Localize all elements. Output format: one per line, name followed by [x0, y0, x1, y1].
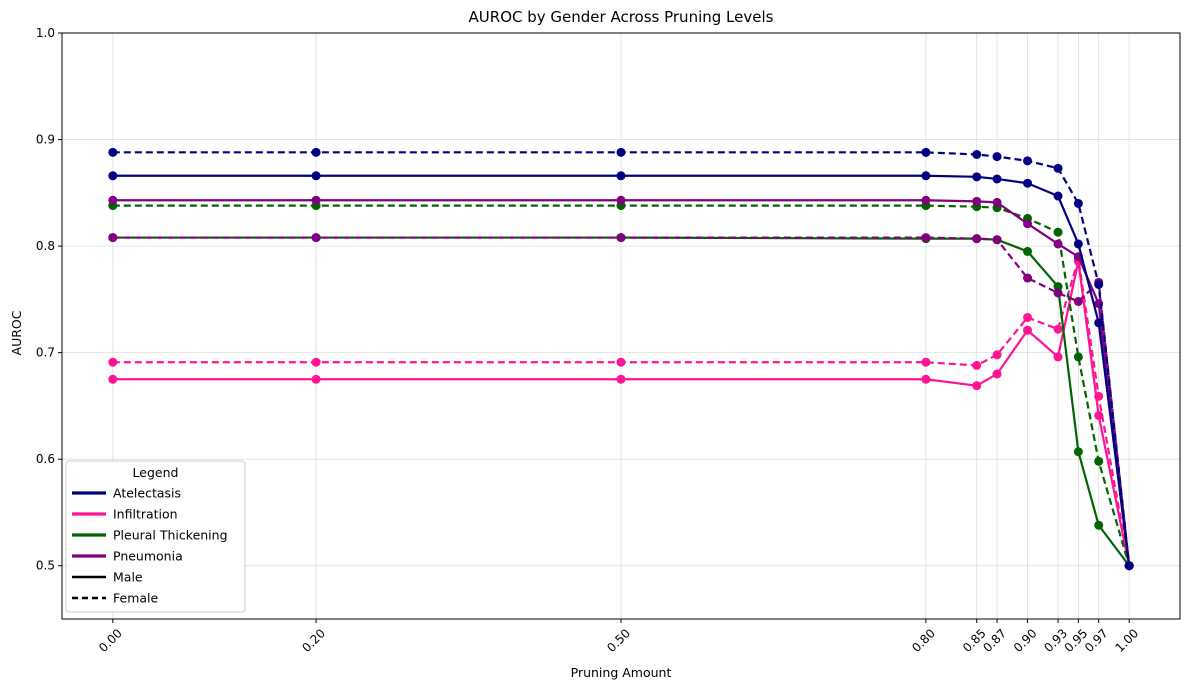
data-point — [972, 360, 982, 370]
data-point — [992, 369, 1002, 379]
data-point — [108, 374, 118, 384]
data-point — [1124, 561, 1134, 571]
data-point — [921, 374, 931, 384]
data-point — [1023, 156, 1033, 166]
data-point — [921, 357, 931, 367]
y-tick-label: 0.9 — [36, 133, 55, 147]
data-point — [972, 172, 982, 182]
legend-label: Pneumonia — [113, 549, 183, 564]
data-point — [1053, 227, 1063, 237]
data-point — [992, 197, 1002, 207]
data-point — [1053, 191, 1063, 201]
x-tick-label: 1.00 — [1112, 626, 1141, 655]
data-point — [1053, 324, 1063, 334]
data-point — [1073, 239, 1083, 249]
data-point — [311, 233, 321, 243]
data-point — [108, 171, 118, 181]
data-point — [1094, 410, 1104, 420]
data-point — [921, 195, 931, 205]
y-tick-label: 1.0 — [36, 26, 55, 40]
legend-label: Atelectasis — [113, 486, 181, 501]
data-point — [1023, 246, 1033, 256]
data-point — [311, 357, 321, 367]
data-point — [1023, 312, 1033, 322]
data-point — [992, 152, 1002, 162]
series-atelectasis-male — [108, 171, 1134, 571]
data-point — [1094, 456, 1104, 466]
data-point — [108, 233, 118, 243]
series-atelectasis-female — [108, 147, 1134, 571]
y-axis-label: AUROC — [9, 310, 24, 355]
data-point — [1094, 520, 1104, 530]
x-tick-label: 0.50 — [604, 626, 633, 655]
data-point — [992, 235, 1002, 245]
data-point — [1023, 273, 1033, 283]
data-point — [1073, 352, 1083, 362]
legend-label: Pleural Thickening — [113, 528, 228, 543]
data-point — [992, 350, 1002, 360]
data-point — [1094, 318, 1104, 328]
legend: Legend Atelectasis Infiltration Pleural Thi… — [65, 460, 246, 613]
data-point — [972, 381, 982, 391]
data-point — [972, 234, 982, 244]
data-point — [972, 196, 982, 206]
data-point — [616, 357, 626, 367]
x-axis-label: Pruning Amount — [571, 665, 672, 680]
data-point — [616, 195, 626, 205]
data-point — [616, 233, 626, 243]
data-point — [616, 171, 626, 181]
data-point — [108, 147, 118, 157]
data-point — [972, 149, 982, 159]
y-tick-label: 0.5 — [36, 559, 55, 573]
data-point — [311, 374, 321, 384]
chart-title: AUROC by Gender Across Pruning Levels — [469, 8, 774, 26]
x-tick-label: 0.97 — [1082, 626, 1111, 655]
data-point — [921, 233, 931, 243]
data-point — [1023, 219, 1033, 229]
x-tick-label: 0.20 — [299, 626, 328, 655]
x-tick-label: 0.90 — [1011, 626, 1040, 655]
data-point — [311, 147, 321, 157]
legend-label: Male — [113, 570, 143, 585]
data-point — [1053, 352, 1063, 362]
data-point — [108, 357, 118, 367]
legend-title: Legend — [133, 465, 179, 480]
data-point — [616, 374, 626, 384]
x-tick-label: 0.00 — [96, 626, 125, 655]
data-point — [1073, 296, 1083, 306]
y-tick-label: 0.6 — [36, 452, 55, 466]
data-point — [1053, 239, 1063, 249]
data-point — [1053, 288, 1063, 298]
data-point — [921, 147, 931, 157]
data-point — [1073, 447, 1083, 457]
data-point — [1023, 178, 1033, 188]
data-point — [1094, 279, 1104, 289]
data-point — [921, 171, 931, 181]
legend-box — [65, 460, 246, 613]
series-infiltration-female — [108, 254, 1134, 571]
data-point — [311, 171, 321, 181]
y-tick-label: 0.8 — [36, 239, 55, 253]
y-tick-label: 0.7 — [36, 346, 55, 360]
data-point — [1073, 198, 1083, 208]
legend-label: Infiltration — [113, 507, 178, 522]
data-point — [108, 195, 118, 205]
data-point — [616, 147, 626, 157]
data-point — [1053, 282, 1063, 292]
series-layer — [108, 147, 1134, 571]
data-point — [992, 174, 1002, 184]
data-point — [1023, 325, 1033, 335]
x-tick-label: 0.80 — [909, 626, 938, 655]
data-point — [1053, 163, 1063, 173]
x-tick-label: 0.87 — [980, 626, 1009, 655]
legend-label: Female — [113, 591, 159, 606]
data-point — [311, 195, 321, 205]
